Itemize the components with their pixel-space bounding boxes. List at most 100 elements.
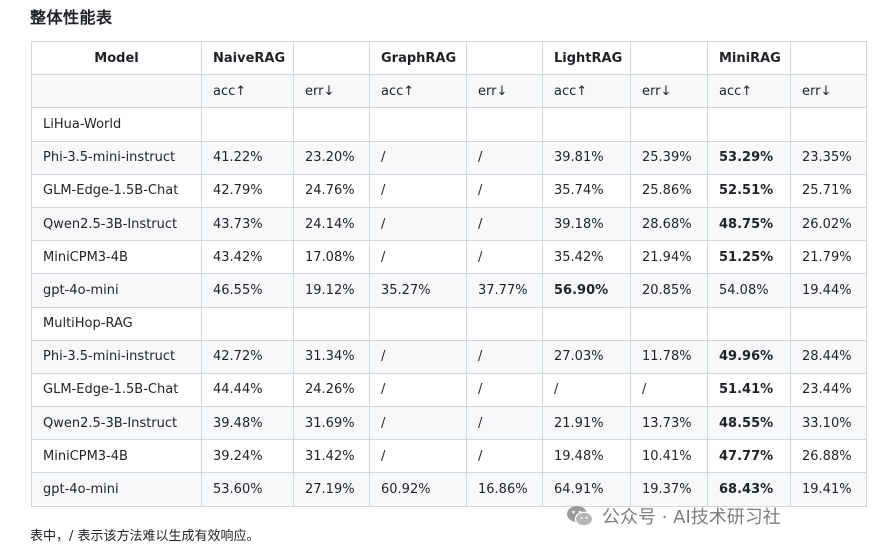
empty-cell xyxy=(707,107,791,142)
method-header: GraphRAG xyxy=(369,40,467,76)
value-cell: 25.86% xyxy=(630,173,708,208)
section-row: LiHua-World xyxy=(31,107,867,142)
value-cell: 43.73% xyxy=(201,206,294,242)
empty-cell xyxy=(201,107,294,142)
value-cell: / xyxy=(369,173,467,208)
section-row: MultiHop-RAG xyxy=(31,306,867,341)
model-name-cell: Phi-3.5-mini-instruct xyxy=(31,140,202,175)
method-header: LightRAG xyxy=(542,40,631,76)
value-cell: 54.08% xyxy=(707,273,791,308)
table-row: GLM-Edge-1.5B-Chat 44.44% 24.26% / / //51.41%… xyxy=(31,372,867,408)
empty-cell xyxy=(201,306,294,341)
table-row: Phi-3.5-mini-instruct 41.22% 23.20% //39.81… xyxy=(31,140,867,175)
value-cell: 11.78% xyxy=(630,339,708,374)
header-row-methods: Model NaiveRAG GraphRAG LightRAG MiniRAG xyxy=(31,40,867,76)
empty-cell xyxy=(542,107,631,142)
value-cell: 19.44% xyxy=(790,273,867,308)
value-cell: 13.73% xyxy=(630,406,708,441)
empty-cell xyxy=(630,306,708,341)
method-header xyxy=(790,40,867,76)
empty-cell xyxy=(542,306,631,341)
value-cell: 24.14% xyxy=(293,206,370,242)
value-cell: / xyxy=(369,339,467,374)
value-cell: 17.08% xyxy=(293,240,370,275)
model-name-cell: gpt-4o-mini xyxy=(31,472,202,507)
value-cell: / xyxy=(466,439,543,474)
empty-cell xyxy=(630,107,708,142)
value-cell: 23.44% xyxy=(790,372,867,408)
value-cell: 42.79% xyxy=(201,173,294,208)
value-cell: 21.91% xyxy=(542,406,631,441)
page-title: 整体性能表 xyxy=(30,8,113,27)
value-cell: 31.42% xyxy=(293,439,370,474)
value-cell: 27.03% xyxy=(542,339,631,374)
metric-header: err↓ xyxy=(293,74,370,109)
value-cell: 47.77% xyxy=(707,439,791,474)
metric-header: acc↑ xyxy=(542,74,631,109)
value-cell: 35.74% xyxy=(542,173,631,208)
watermark-text: 公众号 · AI技术研习社 xyxy=(602,507,781,528)
metric-header: acc↑ xyxy=(369,74,467,109)
value-cell: 26.88% xyxy=(790,439,867,474)
value-cell: / xyxy=(369,240,467,275)
table-row: Qwen2.5-3B-Instruct 39.48% 31.69% //21.91% 1… xyxy=(31,406,867,441)
value-cell: 51.25% xyxy=(707,240,791,275)
value-cell: / xyxy=(369,206,467,242)
value-cell: 39.24% xyxy=(201,439,294,474)
value-cell: 46.55% xyxy=(201,273,294,308)
model-name-cell: MiniCPM3-4B xyxy=(31,240,202,275)
value-cell: 39.48% xyxy=(201,406,294,441)
value-cell: 64.91% xyxy=(542,472,631,507)
empty-cell xyxy=(790,306,867,341)
value-cell: / xyxy=(466,339,543,374)
dataset-label: LiHua-World xyxy=(31,107,202,142)
dataset-label: MultiHop-RAG xyxy=(31,306,202,341)
table-row: MiniCPM3-4B 39.24% 31.42% //19.48% 10.41% 47.… xyxy=(31,439,867,474)
performance-table: Model NaiveRAG GraphRAG LightRAG MiniRAG acc↑… xyxy=(31,40,867,507)
empty-cell xyxy=(466,107,543,142)
value-cell: / xyxy=(466,240,543,275)
value-cell: 21.94% xyxy=(630,240,708,275)
model-name-cell: Qwen2.5-3B-Instruct xyxy=(31,206,202,242)
empty-cell xyxy=(790,107,867,142)
method-header xyxy=(293,40,370,76)
table-row: Phi-3.5-mini-instruct 42.72% 31.34% //27.03… xyxy=(31,339,867,374)
value-cell: / xyxy=(630,372,708,408)
value-cell: / xyxy=(369,406,467,441)
value-cell: 10.41% xyxy=(630,439,708,474)
value-cell: 25.71% xyxy=(790,173,867,208)
value-cell: 24.26% xyxy=(293,372,370,408)
value-cell: 28.44% xyxy=(790,339,867,374)
metric-header: err↓ xyxy=(630,74,708,109)
value-cell: 31.34% xyxy=(293,339,370,374)
value-cell: 43.42% xyxy=(201,240,294,275)
model-name-cell: GLM-Edge-1.5B-Chat xyxy=(31,173,202,208)
model-name-cell: GLM-Edge-1.5B-Chat xyxy=(31,372,202,408)
value-cell: 56.90% xyxy=(542,273,631,308)
value-cell: 44.44% xyxy=(201,372,294,408)
value-cell: / xyxy=(369,140,467,175)
value-cell: 51.41% xyxy=(707,372,791,408)
value-cell: 19.41% xyxy=(790,472,867,507)
value-cell: / xyxy=(466,173,543,208)
value-cell: 33.10% xyxy=(790,406,867,441)
metric-header xyxy=(31,74,202,109)
footnote: 表中，/ 表示该方法难以生成有效响应。 xyxy=(30,529,260,544)
value-cell: / xyxy=(466,140,543,175)
value-cell: 48.55% xyxy=(707,406,791,441)
model-name-cell: Qwen2.5-3B-Instruct xyxy=(31,406,202,441)
watermark: 公众号 · AI技术研习社 xyxy=(566,503,781,529)
value-cell: 26.02% xyxy=(790,206,867,242)
value-cell: 41.22% xyxy=(201,140,294,175)
metric-header: err↓ xyxy=(466,74,543,109)
empty-cell xyxy=(466,306,543,341)
value-cell: 35.27% xyxy=(369,273,467,308)
value-cell: / xyxy=(542,372,631,408)
model-name-cell: gpt-4o-mini xyxy=(31,273,202,308)
model-column-header: Model xyxy=(31,40,202,76)
value-cell: / xyxy=(466,372,543,408)
empty-cell xyxy=(293,306,370,341)
value-cell: 20.85% xyxy=(630,273,708,308)
value-cell: 25.39% xyxy=(630,140,708,175)
metric-header: acc↑ xyxy=(707,74,791,109)
